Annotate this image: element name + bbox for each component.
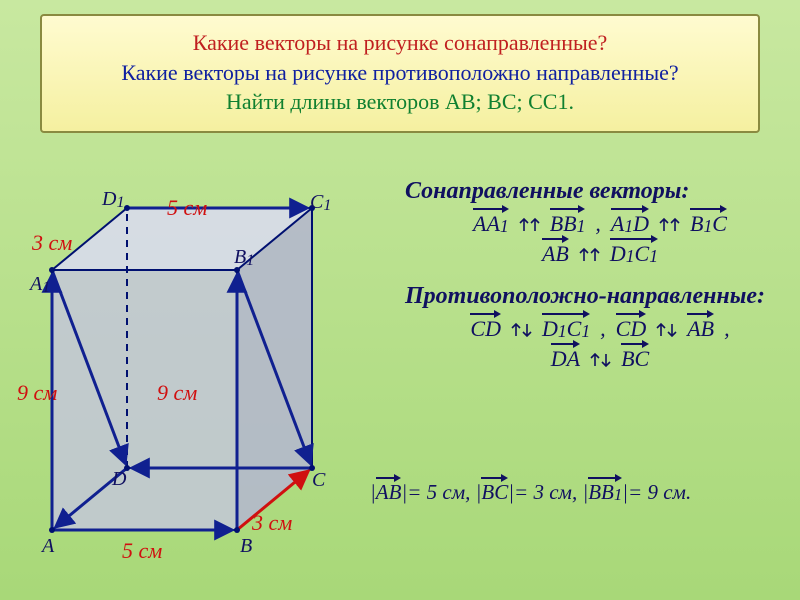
vertex-label-a: A	[42, 535, 54, 558]
vec-da: DA	[551, 346, 580, 372]
vec-aa1: AA1	[473, 211, 509, 237]
vertex-label-d: D	[112, 468, 126, 491]
vec-d1c1: D1C1	[610, 241, 658, 267]
vertex-label-b1: В1	[234, 246, 254, 269]
vertex-label-c: C	[312, 469, 325, 492]
codirectional-title: Сонаправленные векторы:	[405, 178, 795, 205]
codirectional-icon	[519, 217, 540, 232]
vec-ab-2: AB	[687, 316, 714, 342]
codirectional-icon	[659, 217, 680, 232]
vec-b1c: B1C	[690, 211, 727, 237]
vec-bb1: BB1	[550, 211, 586, 237]
dim-top: 5 см	[167, 195, 207, 221]
opposite-icon	[656, 322, 677, 337]
question-line-1: Какие векторы на рисунке сонаправленные?	[62, 28, 738, 58]
codirectional-icon	[579, 247, 600, 262]
dim-botright: 3 см	[252, 510, 292, 536]
codirectional-row-1: AA1 BB1, A1D B1C	[405, 211, 795, 237]
vertex-label-a1: A1	[30, 273, 50, 296]
opposite-row-2: DA BC	[405, 346, 795, 372]
vec-d1c1-2: D1C1	[542, 316, 590, 342]
question-line-3: Найти длины векторов АВ; ВС; СС1.	[62, 87, 738, 117]
dim-topleft: 3 см	[32, 230, 72, 256]
magnitude-line: |AB|= 5 см, |BC|= 3 см, |BB1|= 9 см.	[370, 480, 691, 505]
vec-bc: BC	[621, 346, 649, 372]
dim-left: 9 см	[17, 380, 57, 406]
vec-a1d: A1D	[611, 211, 649, 237]
opposite-row-1: CD D1C1, CD AB,	[405, 316, 795, 342]
opposite-title: Противоположно-направленные:	[405, 283, 795, 310]
opposite-icon	[590, 352, 611, 367]
vec-cd-2: CD	[616, 316, 647, 342]
question-box: Какие векторы на рисунке сонаправленные?…	[40, 14, 760, 133]
mag-bc: 3 см	[533, 480, 571, 504]
vertex-label-b: В	[240, 535, 252, 558]
vertex-label-c1: C1	[310, 191, 331, 214]
mag-bb1: 9 см	[647, 480, 685, 504]
vec-cd: CD	[470, 316, 501, 342]
vec-ab: AB	[542, 241, 569, 267]
question-line-2: Какие векторы на рисунке противоположно …	[62, 58, 738, 88]
dim-bottom: 5 см	[122, 538, 162, 564]
vertex-label-d1: D1	[102, 188, 124, 211]
codirectional-row-2: AB D1C1	[405, 241, 795, 267]
dim-mid: 9 см	[157, 380, 197, 406]
cube-diagram: 5 см 3 см 9 см 9 см 3 см 5 см A В C D A1…	[12, 175, 412, 575]
opposite-icon	[511, 322, 532, 337]
mag-ab: 5 см	[427, 480, 465, 504]
answers-area: Сонаправленные векторы: AA1 BB1, A1D B1C…	[405, 178, 795, 376]
